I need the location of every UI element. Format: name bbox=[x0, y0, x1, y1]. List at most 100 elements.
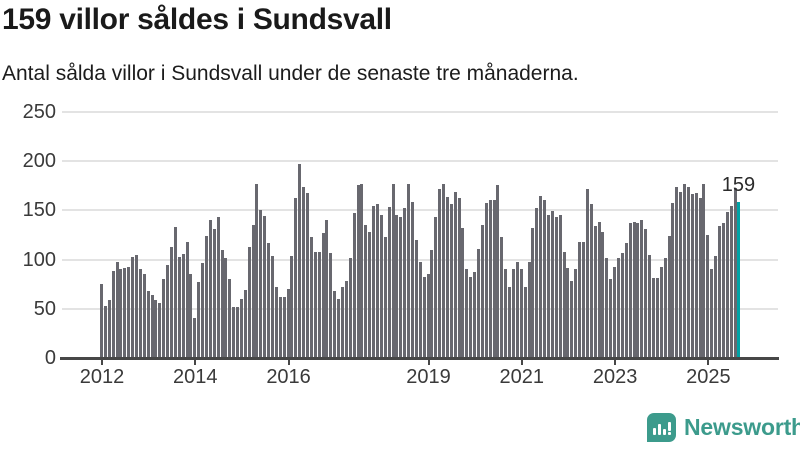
bar bbox=[410, 201, 414, 358]
bar bbox=[422, 277, 426, 358]
bar bbox=[581, 241, 585, 358]
bar bbox=[372, 205, 376, 358]
bar bbox=[127, 266, 131, 358]
bar bbox=[543, 199, 547, 358]
bar bbox=[453, 191, 457, 358]
y-tick-label: 150 bbox=[22, 199, 56, 222]
bar bbox=[616, 257, 620, 358]
gridline bbox=[62, 160, 778, 163]
bar bbox=[356, 184, 360, 358]
newsworthy-logo: Newsworthy bbox=[647, 412, 800, 443]
y-tick-label: 250 bbox=[22, 101, 56, 123]
bar bbox=[169, 246, 173, 358]
bar bbox=[636, 223, 640, 358]
bar bbox=[648, 254, 652, 358]
bar bbox=[282, 297, 286, 358]
bar bbox=[725, 212, 729, 358]
bar bbox=[566, 267, 570, 358]
bar bbox=[274, 287, 278, 358]
bar bbox=[309, 237, 313, 358]
bar bbox=[197, 282, 201, 358]
bar bbox=[547, 215, 550, 358]
bar bbox=[508, 287, 512, 358]
bar bbox=[360, 183, 364, 358]
bar bbox=[519, 269, 523, 358]
gridline bbox=[62, 209, 778, 212]
bar bbox=[589, 203, 593, 358]
bar bbox=[201, 262, 205, 358]
y-tick-label: 0 bbox=[44, 347, 56, 369]
bar bbox=[348, 257, 352, 358]
bar bbox=[146, 291, 150, 358]
bar bbox=[496, 184, 500, 358]
chart-subtitle: Antal sålda villor i Sundsvall under de … bbox=[2, 62, 579, 85]
bar bbox=[675, 186, 679, 358]
bar bbox=[228, 279, 232, 358]
bar bbox=[204, 236, 208, 358]
bar bbox=[391, 183, 395, 358]
bar bbox=[605, 257, 609, 358]
bar bbox=[344, 281, 348, 358]
bar bbox=[337, 299, 341, 358]
bar bbox=[449, 203, 453, 358]
x-tick bbox=[101, 360, 103, 365]
x-tick-label: 2014 bbox=[173, 366, 218, 388]
bar bbox=[321, 233, 325, 358]
bar bbox=[461, 228, 465, 358]
bar bbox=[628, 223, 632, 358]
x-tick-label: 2016 bbox=[266, 366, 311, 388]
bar bbox=[620, 252, 624, 358]
bar bbox=[683, 183, 687, 358]
latest-value-annotation: 159 bbox=[721, 173, 756, 196]
x-axis-line bbox=[60, 357, 779, 360]
bar bbox=[710, 269, 714, 358]
bar bbox=[570, 281, 574, 358]
bar bbox=[107, 299, 111, 358]
bar bbox=[154, 299, 158, 358]
bar bbox=[624, 242, 628, 358]
bar bbox=[100, 284, 103, 358]
page-title: 159 villor såldes i Sundsvall bbox=[2, 3, 392, 36]
bar bbox=[535, 208, 539, 358]
bar bbox=[430, 249, 434, 358]
bar bbox=[395, 215, 399, 358]
bar bbox=[418, 261, 422, 358]
bar bbox=[733, 187, 737, 358]
bar bbox=[659, 266, 663, 358]
exclamation-glyph bbox=[667, 422, 671, 435]
bar bbox=[352, 213, 356, 358]
bar bbox=[111, 271, 115, 358]
bar bbox=[721, 223, 725, 358]
bar bbox=[290, 255, 294, 358]
bar bbox=[718, 226, 722, 358]
bar bbox=[407, 183, 411, 358]
bar bbox=[298, 164, 302, 358]
x-tick bbox=[520, 360, 523, 365]
bar bbox=[585, 188, 589, 358]
bar bbox=[329, 252, 333, 358]
bar bbox=[208, 220, 212, 358]
bar bbox=[702, 183, 706, 358]
bar bbox=[698, 197, 702, 358]
gridline bbox=[62, 111, 778, 113]
bar bbox=[150, 295, 154, 358]
x-tick bbox=[287, 360, 290, 365]
bar bbox=[212, 229, 216, 358]
bar bbox=[403, 208, 407, 358]
bar bbox=[457, 197, 461, 358]
bar bbox=[550, 211, 554, 358]
bar bbox=[368, 232, 372, 358]
gridline bbox=[62, 258, 778, 261]
bar bbox=[640, 220, 644, 358]
bar bbox=[278, 297, 282, 358]
bar bbox=[655, 278, 659, 358]
bar bbox=[477, 248, 481, 358]
bar bbox=[445, 196, 449, 358]
bar bbox=[651, 278, 655, 358]
bar bbox=[465, 269, 469, 358]
x-tick bbox=[614, 360, 617, 365]
bar bbox=[488, 199, 492, 358]
x-tick-label: 2025 bbox=[686, 366, 731, 388]
bar bbox=[166, 264, 170, 358]
